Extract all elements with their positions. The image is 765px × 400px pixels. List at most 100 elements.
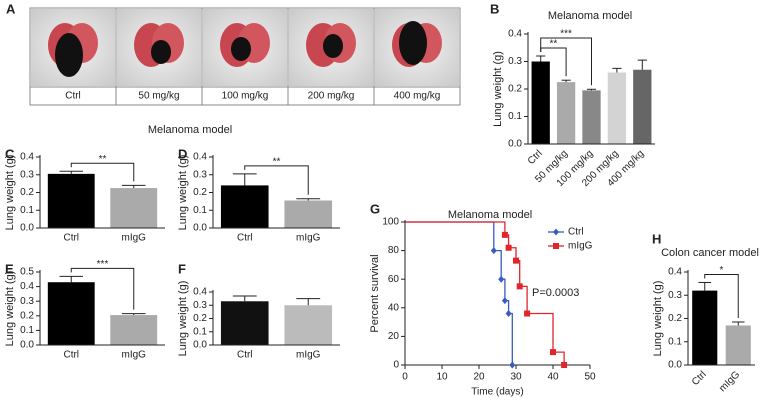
legend-label: mIgG [568, 241, 593, 252]
bar [556, 82, 576, 144]
y-tick-label: 0.0 [668, 360, 682, 371]
x-axis-label: Time (days) [471, 387, 523, 398]
y-tick-label: 0.3 [193, 300, 207, 311]
y-tick-label: 0.0 [508, 139, 522, 150]
y-tick-label: 0.1 [668, 336, 682, 347]
y-tick-label: 0.2 [193, 313, 207, 324]
y-tick-label: 0.1 [193, 326, 207, 337]
significance-label: ** [273, 157, 281, 168]
y-axis-label: Lung weight (g) [492, 51, 504, 127]
legend-label: Ctrl [568, 227, 584, 238]
x-tick-label: 30 [510, 372, 522, 383]
y-tick-label: 0.3 [668, 290, 682, 301]
y-tick-label: 0.0 [193, 340, 207, 351]
y-tick-label: 0.2 [668, 313, 682, 324]
bar [607, 72, 627, 144]
image-label: 100 mg/kg [222, 91, 269, 102]
bar [692, 290, 718, 365]
significance-label: * [720, 265, 724, 276]
y-tick-label: 0.1 [20, 325, 34, 336]
panel-label: E [5, 261, 14, 276]
bar [633, 69, 652, 144]
y-axis-label: Lung weight (g) [4, 155, 16, 231]
y-tick-label: 0.2 [20, 187, 34, 198]
bar [220, 301, 269, 345]
marker [505, 310, 512, 318]
x-tick-label: mIgG [122, 233, 147, 244]
tumor [55, 33, 83, 77]
y-tick-label: 0.2 [508, 84, 522, 95]
tumor [231, 37, 251, 61]
image-frame [29, 7, 461, 106]
x-tick-label: mIgG [122, 350, 147, 361]
chart-title: Melanoma model [548, 10, 632, 22]
y-axis-label: Percent survival [369, 254, 381, 332]
image-label: 50 mg/kg [138, 91, 179, 102]
y-tick-label: 0.3 [193, 169, 207, 180]
y-tick-label: 100 [382, 217, 399, 228]
panel-label: A [6, 1, 16, 16]
panel-label: F [178, 261, 186, 276]
panel-label: C [5, 146, 15, 161]
y-tick-label: 0.2 [193, 187, 207, 198]
image-label: 400 mg/kg [394, 91, 441, 102]
x-tick-label: 0 [402, 372, 408, 383]
x-tick-label: Ctrl [237, 350, 253, 361]
y-tick-label: 0.1 [20, 205, 34, 216]
tumor [399, 21, 427, 65]
y-axis-label: Lung weight (g) [4, 271, 16, 347]
y-tick-label: 20 [388, 331, 400, 342]
survival-line [405, 221, 513, 365]
marker [513, 257, 519, 264]
marker [509, 361, 516, 369]
y-tick-label: 0.4 [193, 287, 207, 298]
marker [498, 275, 505, 283]
y-tick-label: 0.4 [193, 152, 207, 163]
x-tick-label: Ctrl [690, 369, 709, 388]
panel-label: G [370, 201, 380, 216]
chart-title: Colon cancer model [661, 247, 759, 259]
marker [561, 362, 568, 368]
y-tick-label: 0.5 [20, 267, 34, 278]
y-tick-label: 0.1 [193, 205, 207, 216]
y-tick-label: 0.4 [20, 281, 34, 292]
group-title: Melanoma model [148, 124, 232, 136]
legend-marker [553, 228, 559, 236]
lung-images: Ctrl 50 mg/kg 100 mg/kg 200 mg/kg 400 mg/kg [29, 7, 461, 106]
annotation: P=0.0003 [532, 287, 579, 299]
marker [501, 231, 508, 238]
image-label: 200 mg/kg [308, 91, 355, 102]
panel-label: D [178, 146, 187, 161]
y-tick-label: 0.2 [20, 310, 34, 321]
y-axis-label: Lung weight (g) [652, 281, 664, 357]
panel-label: H [652, 231, 661, 246]
bar [284, 200, 333, 228]
y-tick-label: 0.0 [20, 340, 34, 351]
x-tick-label: 10 [436, 372, 448, 383]
x-tick-label: 20 [473, 372, 485, 383]
y-tick-label: 40 [388, 302, 400, 313]
x-tick-label: mIgG [296, 233, 321, 244]
bar [110, 315, 158, 345]
y-tick-label: 0.4 [508, 29, 522, 40]
y-tick-label: 0.3 [20, 169, 34, 180]
significance-label: ** [550, 39, 558, 50]
marker [501, 297, 508, 305]
legend-marker [553, 243, 559, 249]
bar [531, 61, 550, 144]
bar [220, 185, 269, 228]
tumor [151, 40, 171, 64]
chart-title: Melanoma model [448, 209, 532, 221]
significance-bracket [704, 273, 739, 318]
y-tick-label: 0.4 [668, 267, 682, 278]
marker [490, 247, 497, 255]
significance-label: ** [99, 154, 107, 165]
y-tick-label: 0.4 [20, 152, 34, 163]
bar [582, 90, 601, 144]
y-axis-label: Lung weight (g) [177, 281, 189, 357]
x-tick-label: mIgG [296, 350, 321, 361]
x-tick-label: Ctrl [63, 350, 79, 361]
y-tick-label: 0.3 [508, 56, 522, 67]
x-tick-label: 50 [584, 372, 596, 383]
significance-label: *** [97, 259, 109, 270]
